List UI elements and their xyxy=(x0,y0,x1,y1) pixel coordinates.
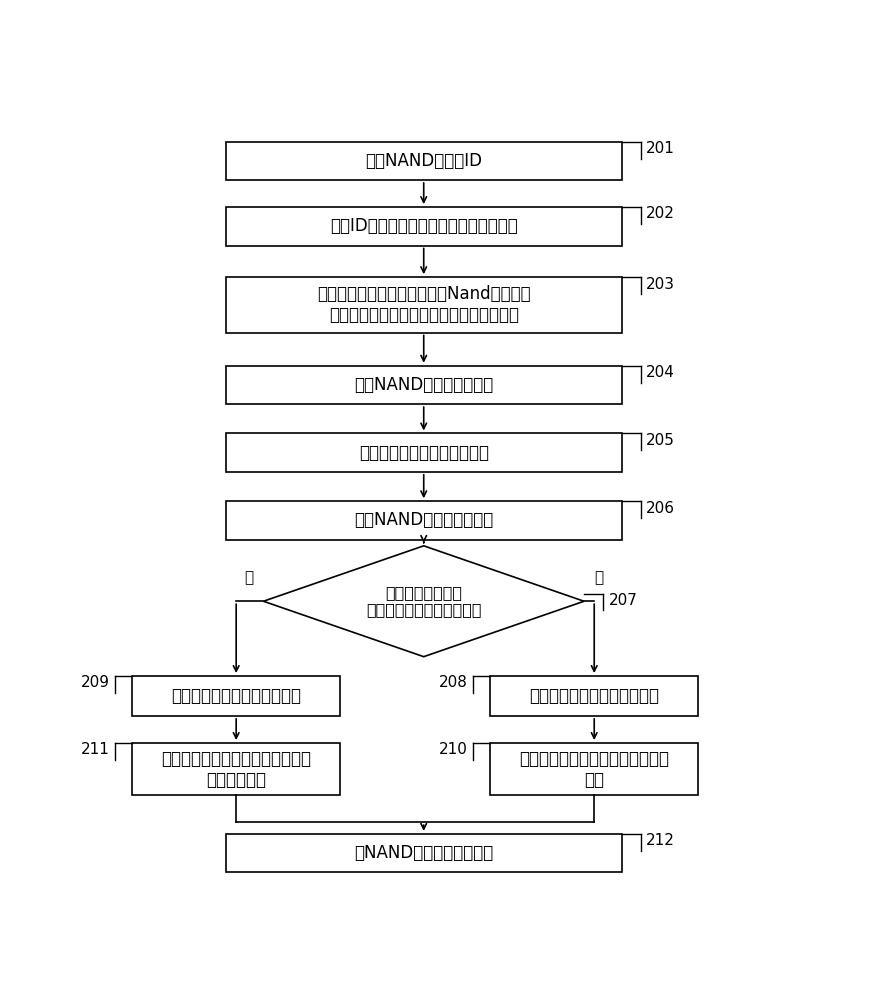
Bar xyxy=(132,676,341,716)
Text: 获取NAND闪存的配置信息: 获取NAND闪存的配置信息 xyxy=(354,376,494,394)
Text: 201: 201 xyxy=(646,141,675,156)
Text: 207: 207 xyxy=(609,593,637,608)
Text: 209: 209 xyxy=(81,675,110,690)
Text: 204: 204 xyxy=(646,365,675,380)
Bar xyxy=(226,277,621,333)
Bar xyxy=(226,834,621,872)
Text: 根据配置信息建立预绑定块表: 根据配置信息建立预绑定块表 xyxy=(359,444,488,462)
Text: 向NAND闪存发送存储请求: 向NAND闪存发送存储请求 xyxy=(354,844,494,862)
Bar xyxy=(226,433,621,472)
Bar xyxy=(132,743,341,795)
Bar xyxy=(490,676,698,716)
Text: 是: 是 xyxy=(244,571,253,586)
Text: 205: 205 xyxy=(646,433,675,448)
Text: 208: 208 xyxy=(439,675,467,690)
Text: 获取NAND闪存的坏块记录: 获取NAND闪存的坏块记录 xyxy=(354,511,494,529)
Text: 203: 203 xyxy=(646,277,675,292)
Text: 206: 206 xyxy=(646,501,675,516)
Bar xyxy=(226,142,621,180)
Text: 210: 210 xyxy=(439,742,467,757)
Bar xyxy=(226,366,621,404)
Text: 将第二绑定块中好块的信息存入单
独物理块表中: 将第二绑定块中好块的信息存入单 独物理块表中 xyxy=(161,750,312,789)
Text: 202: 202 xyxy=(646,206,675,221)
Text: 212: 212 xyxy=(646,833,675,848)
Text: 将第一绑定块的信息存入准绑定块
表中: 将第一绑定块的信息存入准绑定块 表中 xyxy=(519,750,669,789)
Text: 否: 否 xyxy=(594,571,604,586)
Text: 按照原厂坏块信息检查方法对Nand闪存的所
有物理块进行原厂坏块检查，确定坏块记录: 按照原厂坏块信息检查方法对Nand闪存的所 有物理块进行原厂坏块检查，确定坏块记… xyxy=(317,285,531,324)
Bar xyxy=(490,743,698,795)
Text: 确定目标绑定块为第一绑定块: 确定目标绑定块为第一绑定块 xyxy=(529,687,659,705)
Text: 根据坏块信息判断
目标绑定块中是否存在坏块: 根据坏块信息判断 目标绑定块中是否存在坏块 xyxy=(366,585,481,617)
Text: 确定目标绑定块为第二绑定块: 确定目标绑定块为第二绑定块 xyxy=(172,687,301,705)
Text: 根据ID找出对应的原厂坏块信息检查方法: 根据ID找出对应的原厂坏块信息检查方法 xyxy=(330,217,517,235)
Text: 211: 211 xyxy=(81,742,110,757)
Bar xyxy=(226,207,621,246)
Text: 读取NAND闪存的ID: 读取NAND闪存的ID xyxy=(365,152,482,170)
Polygon shape xyxy=(263,546,584,657)
Bar xyxy=(226,501,621,540)
